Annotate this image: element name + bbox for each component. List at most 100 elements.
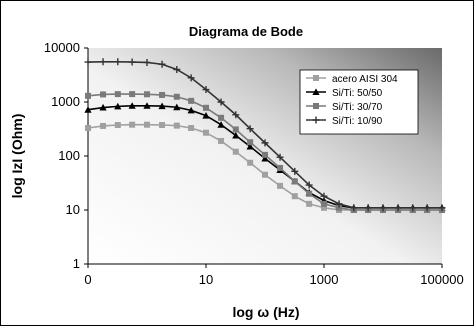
- legend-item: acero AISI 304: [306, 74, 398, 85]
- data-point: [85, 125, 91, 132]
- data-point: [276, 153, 284, 161]
- data-point: [159, 122, 166, 129]
- data-point: [306, 190, 313, 197]
- data-point: [394, 204, 402, 212]
- data-point: [262, 151, 268, 158]
- data-point: [321, 200, 327, 207]
- data-point: [144, 91, 150, 98]
- data-point: [320, 192, 328, 200]
- data-point: [187, 106, 195, 114]
- y-tick-label: 10000: [44, 40, 80, 55]
- data-point: [306, 200, 313, 207]
- data-point: [84, 106, 92, 113]
- legend-label: Si/Ti: 10/90: [332, 116, 383, 127]
- data-point: [277, 182, 284, 189]
- data-point: [188, 97, 195, 104]
- data-point: [438, 204, 446, 212]
- data-point: [114, 102, 122, 110]
- data-point: [129, 91, 136, 98]
- legend-swatch-marker: [313, 103, 319, 109]
- series-4: [84, 58, 446, 212]
- legend-swatch-marker: [313, 75, 319, 81]
- data-point: [85, 92, 91, 99]
- data-point: [261, 154, 269, 162]
- x-tick-label: 100000: [420, 272, 463, 287]
- data-point: [321, 204, 327, 211]
- data-point: [203, 104, 209, 111]
- data-point: [232, 111, 240, 119]
- data-point: [335, 200, 343, 208]
- data-point: [203, 129, 209, 136]
- data-point: [173, 93, 180, 100]
- legend-label: Si/Ti: 30/70: [332, 102, 383, 113]
- chart-title: Diagrama de Bode: [189, 24, 303, 39]
- data-point: [188, 125, 195, 132]
- data-point: [129, 121, 136, 128]
- data-point: [423, 204, 431, 212]
- x-tick-label: 1000: [310, 272, 339, 287]
- x-axis-title: log ω (Hz): [232, 304, 299, 320]
- data-point: [291, 193, 298, 200]
- data-point: [261, 139, 269, 147]
- data-point: [173, 103, 181, 111]
- data-point: [158, 102, 166, 110]
- data-point: [144, 121, 150, 128]
- x-tick-label: 0: [84, 272, 91, 287]
- data-point: [218, 114, 225, 121]
- legend-item: Si/Ti: 50/50: [306, 88, 383, 99]
- data-point: [143, 102, 151, 109]
- data-point: [350, 204, 358, 212]
- data-point: [247, 159, 254, 166]
- y-axis-title: log IzI (Ohm): [9, 114, 25, 199]
- data-point: [246, 125, 254, 133]
- data-point: [218, 137, 225, 144]
- data-point: [232, 126, 239, 133]
- data-point: [128, 102, 136, 109]
- data-point: [246, 142, 254, 150]
- y-tick-label: 100: [58, 148, 80, 163]
- data-point: [364, 204, 372, 212]
- y-tick-label: 10: [66, 202, 80, 217]
- data-point: [202, 86, 210, 94]
- legend-label: acero AISI 304: [332, 74, 398, 85]
- data-point: [114, 122, 121, 129]
- legend-item: Si/Ti: 30/70: [306, 102, 383, 113]
- data-point: [409, 204, 417, 212]
- legend-swatch-marker: [312, 88, 320, 95]
- y-tick-label: 1: [73, 256, 80, 271]
- data-point: [232, 131, 240, 139]
- data-point: [128, 58, 136, 66]
- data-point: [114, 58, 122, 66]
- data-point: [99, 103, 107, 111]
- data-point: [158, 60, 166, 68]
- data-point: [84, 58, 92, 66]
- data-point: [100, 91, 107, 98]
- y-tick-label: 1000: [51, 94, 80, 109]
- data-point: [217, 98, 225, 106]
- legend-swatch-marker: [312, 116, 320, 124]
- data-point: [277, 164, 284, 171]
- data-point: [202, 111, 210, 119]
- data-point: [336, 204, 343, 211]
- data-point: [187, 74, 195, 82]
- data-point: [291, 167, 299, 175]
- data-point: [232, 148, 239, 155]
- data-point: [143, 58, 151, 66]
- x-tick-label: 10: [199, 272, 213, 287]
- legend-label: Si/Ti: 50/50: [332, 88, 383, 99]
- data-point: [305, 181, 313, 189]
- data-point: [262, 171, 268, 178]
- data-point: [173, 122, 180, 129]
- data-point: [114, 91, 121, 98]
- data-point: [173, 65, 181, 73]
- data-point: [379, 204, 387, 212]
- data-point: [291, 178, 298, 185]
- data-point: [100, 122, 107, 129]
- data-point: [99, 58, 107, 66]
- data-point: [247, 139, 254, 146]
- data-point: [217, 121, 225, 128]
- legend-item: Si/Ti: 10/90: [306, 116, 383, 127]
- data-point: [159, 91, 166, 98]
